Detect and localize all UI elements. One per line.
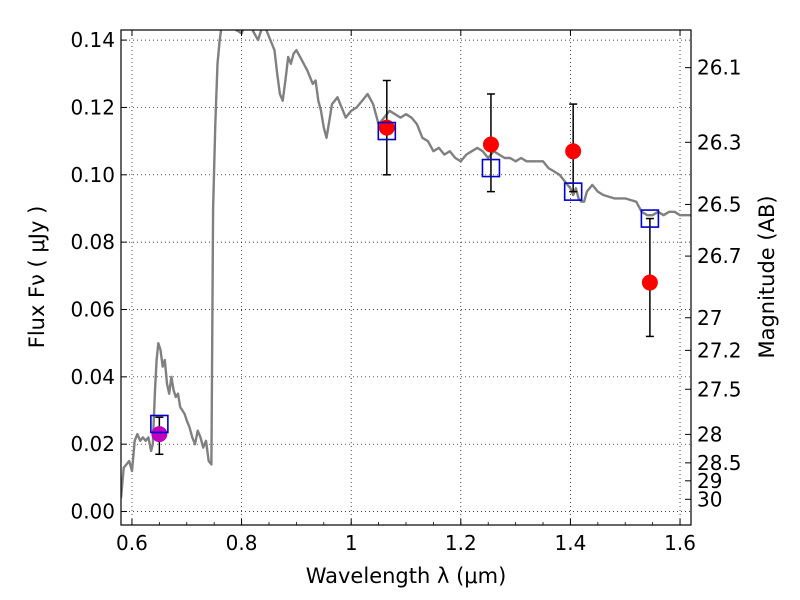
model-spectrum-line xyxy=(121,30,691,499)
model-spectrum xyxy=(121,30,691,499)
y-tick-label: 0.08 xyxy=(70,230,115,254)
y-ticks: 0.00 0.02 0.04 0.06 0.08 0.10 0.12 0.14 xyxy=(70,28,127,524)
y-tick-label: 0.14 xyxy=(70,28,115,52)
synthetic-point xyxy=(640,209,660,228)
y-tick-label: 0.00 xyxy=(70,500,115,524)
x-tick-label: 1.2 xyxy=(445,531,477,555)
x-tick-label: 0.6 xyxy=(116,531,148,555)
y-tick-label: 0.12 xyxy=(70,95,115,119)
magnitude-tick-label: 27 xyxy=(697,306,722,330)
y-axis-label: Flux Fν ( μJy ) xyxy=(25,206,49,349)
observed-point xyxy=(565,143,582,160)
magnitude-tick-label: 30 xyxy=(697,487,722,511)
observed-point xyxy=(641,274,658,291)
x-tick-label: 0.8 xyxy=(226,531,258,555)
observed-point xyxy=(151,426,168,443)
x-tick-label: 1 xyxy=(345,531,358,555)
magnitude-axis-label: Magnitude (AB) xyxy=(755,195,779,358)
observed-point xyxy=(482,136,499,153)
y-tick-label: 0.06 xyxy=(70,297,115,321)
y-tick-label: 0.04 xyxy=(70,365,115,389)
magnitude-tick-label: 26.7 xyxy=(697,244,742,268)
magnitude-tick-label: 28 xyxy=(697,422,722,446)
x-tick-label: 1.6 xyxy=(664,531,696,555)
observed-points xyxy=(151,119,658,443)
grid-lines xyxy=(121,30,691,525)
observed-point xyxy=(378,119,395,136)
synthetic-point xyxy=(150,414,169,434)
synthetic-point xyxy=(481,158,501,178)
synthetic-point xyxy=(377,121,397,141)
y-tick-label: 0.10 xyxy=(70,163,115,187)
magnitude-tick-label: 28.5 xyxy=(697,451,742,475)
magnitude-tick-label: 26.1 xyxy=(697,56,742,80)
magnitude-tick-label: 27.5 xyxy=(697,377,742,401)
magnitude-tick-label: 29 xyxy=(697,469,722,493)
y-tick-label: 0.02 xyxy=(70,432,115,456)
x-tick-label: 1.4 xyxy=(555,531,587,555)
x-ticks: 0.6 0.8 1 1.2 1.4 1.6 xyxy=(116,30,696,555)
synthetic-points xyxy=(150,121,660,434)
magnitude-tick-label: 26.5 xyxy=(697,192,742,216)
magnitude-tick-label: 26.3 xyxy=(697,130,742,154)
magnitude-tick-label: 27.2 xyxy=(697,338,742,362)
synthetic-point xyxy=(563,182,583,201)
x-axis-label: Wavelength λ (μm) xyxy=(306,564,507,588)
